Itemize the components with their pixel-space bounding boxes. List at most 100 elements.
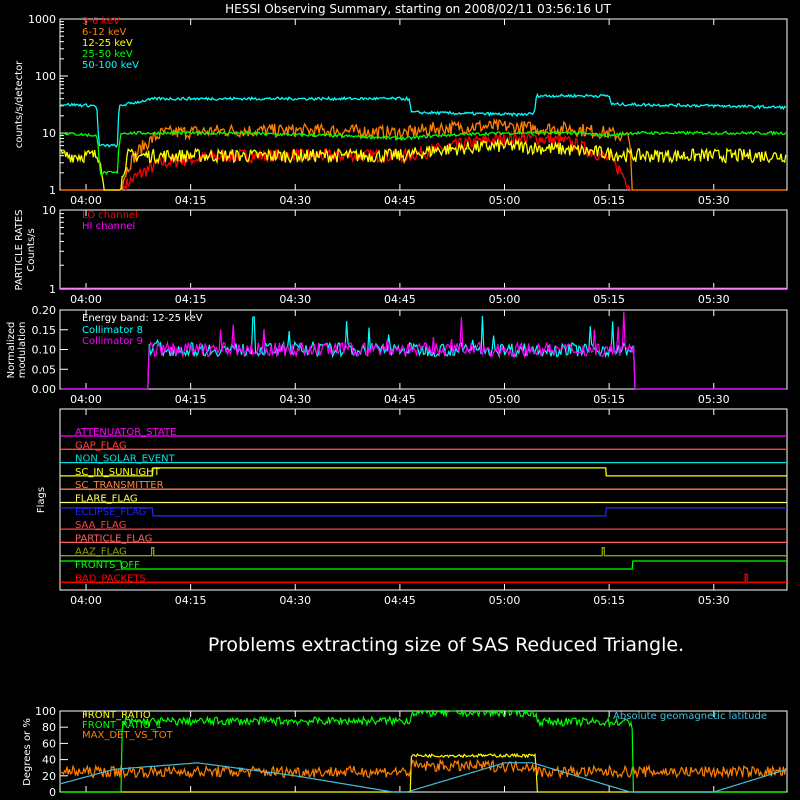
flag-label: GAP_FLAG <box>75 440 127 451</box>
time-tick-label: 04:00 <box>70 594 102 607</box>
flag-label: ECLIPSE_FLAG <box>75 507 146 518</box>
y-axis-label: PARTICLE RATES <box>14 210 25 291</box>
flag-line <box>60 573 787 583</box>
legend-entry: Collimator 8 <box>82 325 143 336</box>
time-tick-label: 04:45 <box>384 194 416 207</box>
legend-entry: 50-100 keV <box>82 60 139 71</box>
series-line <box>61 117 786 191</box>
series-line <box>60 92 787 149</box>
time-tick-label: 04:45 <box>384 293 416 306</box>
y-tick-label: 10 <box>42 204 56 217</box>
time-tick-label: 04:30 <box>279 594 311 607</box>
flag-label: SC_TRANSMITTER <box>75 480 164 491</box>
figure-title: HESSI Observing Summary, starting on 200… <box>225 2 611 16</box>
y-tick-label: 1 <box>49 184 56 197</box>
y-axis-label: Degrees or % <box>22 718 33 786</box>
series-line <box>60 762 786 793</box>
time-tick-label: 05:15 <box>593 293 625 306</box>
time-tick-label: 05:30 <box>698 393 730 406</box>
time-tick-label: 05:00 <box>489 293 521 306</box>
time-tick-label: 05:30 <box>698 194 730 207</box>
time-tick-label: 05:00 <box>489 194 521 207</box>
flag-line <box>60 560 787 570</box>
time-tick-label: 04:30 <box>279 293 311 306</box>
time-tick-label: 05:30 <box>698 293 730 306</box>
flags-panel-frame <box>59 408 788 591</box>
time-tick-label: 04:00 <box>70 393 102 406</box>
time-tick-label: 04:15 <box>175 594 207 607</box>
series-line <box>60 758 787 780</box>
sas-message: Problems extracting size of SAS Reduced … <box>208 634 684 656</box>
time-tick-label: 04:30 <box>279 393 311 406</box>
y-tick-label: 80 <box>42 721 56 734</box>
time-tick-label: 05:00 <box>489 393 521 406</box>
flag-line <box>60 507 787 517</box>
series-line <box>61 708 786 793</box>
y-tick-label: 60 <box>42 737 56 750</box>
time-tick-label: 05:15 <box>593 594 625 607</box>
flag-label: SC_IN_SUNLIGHT <box>75 467 161 478</box>
y-tick-label: 0 <box>49 786 56 799</box>
y-axis-label: Flags <box>36 487 47 513</box>
y-tick-label: 0.20 <box>32 304 57 317</box>
flag-line <box>60 547 787 557</box>
flag-label: ATTENUATOR_STATE <box>75 427 176 438</box>
y-axis-label: Counts/s <box>26 228 37 272</box>
y-axis-label: modulation <box>17 322 28 379</box>
flag-label: FRONTS_OFF <box>75 560 140 571</box>
time-tick-label: 04:45 <box>384 594 416 607</box>
flag-label: BAD_PACKETS <box>75 573 146 584</box>
flag-label: PARTICLE_FLAG <box>75 533 152 544</box>
time-tick-label: 04:00 <box>70 293 102 306</box>
time-tick-label: 05:15 <box>593 194 625 207</box>
legend-entry: 25-50 keV <box>82 49 133 60</box>
time-tick-label: 04:15 <box>175 293 207 306</box>
y-axis-label: counts/s/detector <box>14 60 25 148</box>
time-tick-label: 05:30 <box>698 594 730 607</box>
ratio-panel-frame <box>59 710 788 793</box>
legend-entry: Collimator 9 <box>82 336 143 347</box>
legend-entry: HI channel <box>82 221 135 232</box>
legend-entry: FRONT_RATIO <box>82 710 151 721</box>
time-tick-label: 05:15 <box>593 393 625 406</box>
legend-entry: 12-25 keV <box>82 38 133 49</box>
time-tick-label: 04:45 <box>384 393 416 406</box>
time-tick-label: 04:00 <box>70 194 102 207</box>
y-tick-label: 10 <box>42 127 56 140</box>
legend-entry: FRONT_RATIO_1 <box>82 720 162 731</box>
flag-label: FLARE_FLAG <box>75 494 138 505</box>
y-tick-label: 1 <box>49 283 56 296</box>
plot-layer: 04:00 04:15 04:30 04:45 05:00 05:15 05:3011010… <box>6 13 788 799</box>
y-tick-label: 40 <box>42 754 56 767</box>
flag-label: AAZ_FLAG <box>75 547 127 558</box>
series-line <box>61 315 787 390</box>
series-line <box>60 130 787 176</box>
legend-entry: MAX_DET_VS_TOT <box>82 730 174 741</box>
flag-label: NON_SOLAR_EVENT <box>75 454 176 465</box>
time-tick-label: 05:00 <box>489 594 521 607</box>
y-tick-label: 100 <box>35 70 56 83</box>
series-line <box>60 137 787 191</box>
y-tick-label: 20 <box>42 770 56 783</box>
legend-entry: 6-12 keV <box>82 27 126 38</box>
time-tick-label: 04:30 <box>279 194 311 207</box>
flag-line <box>60 467 787 477</box>
chart-annotation: Energy band: 12-25 keV <box>82 313 203 324</box>
legend-entry: LO channel <box>82 210 138 221</box>
y-tick-label: 1000 <box>28 13 56 26</box>
y-tick-label: 100 <box>35 705 56 718</box>
flag-label: SAA_FLAG <box>75 520 126 531</box>
y-tick-label: 0.00 <box>32 383 57 396</box>
y-axis-label: Normalized <box>6 322 17 379</box>
time-tick-label: 04:15 <box>175 194 207 207</box>
y-tick-label: 0.15 <box>32 324 57 337</box>
y-tick-label: 0.10 <box>32 344 57 357</box>
y-tick-label: 0.05 <box>32 363 57 376</box>
particle-panel-frame <box>59 209 788 290</box>
time-tick-label: 04:15 <box>175 393 207 406</box>
series-line <box>61 311 787 390</box>
legend-entry: Absolute geomagnetic latitude <box>613 711 767 722</box>
legend-entry: 3-6 keV <box>82 16 120 27</box>
lightcurve-panel-frame <box>59 18 788 191</box>
